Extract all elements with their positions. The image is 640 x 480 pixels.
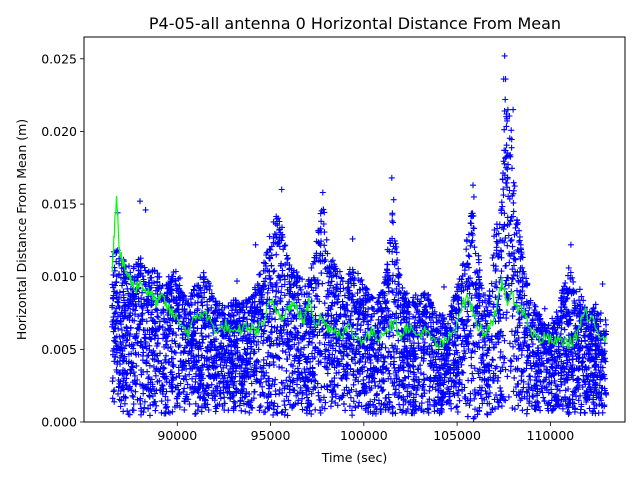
mean-line: [111, 195, 607, 350]
scatter-series: [109, 52, 610, 422]
mean-line-series: [111, 195, 607, 350]
y-tick-label: 0.025: [41, 51, 77, 66]
chart-title: P4-05-all antenna 0 Horizontal Distance …: [149, 14, 561, 33]
y-axis: 0.000 0.005 0.010 0.015 0.020 0.025: [41, 51, 84, 430]
x-tick-label: 95000: [251, 428, 291, 443]
y-axis-label: Horizontal Distance From Mean (m): [14, 119, 29, 340]
x-tick-label: 100000: [340, 428, 388, 443]
x-tick-label: 105000: [433, 428, 481, 443]
scatter-markers: [109, 52, 610, 422]
x-tick-label: 90000: [157, 428, 197, 443]
plot-area: [84, 37, 625, 422]
y-tick-label: 0.015: [41, 197, 77, 212]
y-tick-label: 0.020: [41, 124, 77, 139]
x-axis: 90000 95000 100000 105000 110000: [157, 422, 574, 443]
y-tick-label: 0.010: [41, 269, 77, 284]
x-tick-label: 110000: [527, 428, 575, 443]
y-tick-label: 0.005: [41, 342, 77, 357]
plot-frame: [83, 36, 626, 423]
y-tick-label: 0.000: [41, 415, 77, 430]
x-axis-label: Time (sec): [321, 450, 387, 465]
